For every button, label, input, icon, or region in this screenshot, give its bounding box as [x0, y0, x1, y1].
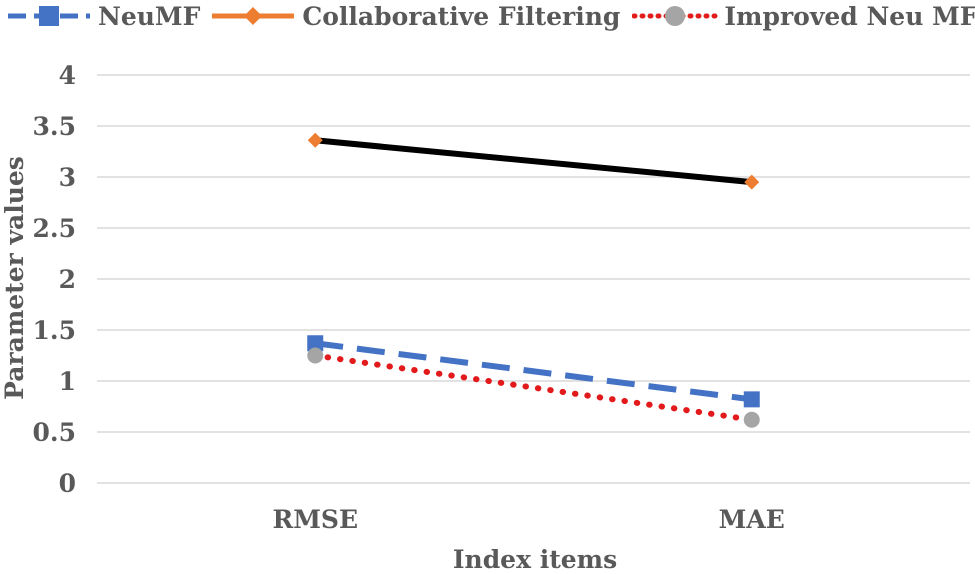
x-axis-title: Index items: [453, 545, 617, 574]
gridlines: [97, 74, 970, 484]
series-lines: [312, 137, 755, 423]
series-line-collaborative-filtering: [314, 137, 753, 186]
data-point-improved-neu-mf: [307, 347, 324, 364]
data-point-neumf: [307, 335, 324, 352]
y-tick-label: 3: [59, 163, 76, 192]
legend-label-collaborative-filtering: Collaborative Filtering: [302, 1, 621, 31]
data-point-improved-neu-mf: [743, 411, 760, 428]
y-tick-label: 0: [59, 469, 76, 498]
data-point-collaborative-filtering: [744, 174, 760, 190]
legend-swatch-neumf: [8, 6, 90, 26]
legend-swatch-improved-neu-mf: [632, 6, 719, 26]
legend: NeuMF Collaborative Filtering Improved N…: [0, 0, 975, 32]
y-tick-label: 2: [59, 265, 76, 294]
y-axis-title: Parameter values: [0, 156, 29, 400]
series-line-improved-neu-mf: [312, 352, 755, 423]
data-point-neumf: [743, 391, 760, 408]
x-tick-labels: RMSE MAE: [272, 505, 784, 534]
y-tick-labels: 0 0.5 1 1.5 2 2.5 3 3.5 4: [33, 61, 77, 498]
series-line-neumf: [314, 340, 753, 403]
x-tick-label: RMSE: [272, 505, 358, 534]
x-tick-label: MAE: [719, 505, 785, 534]
legend-swatch-collaborative-filtering: [212, 7, 295, 25]
legend-label-neumf: NeuMF: [98, 1, 201, 31]
legend-label-improved-neu-mf: Improved Neu MF: [724, 1, 975, 31]
y-tick-label: 3.5: [33, 112, 77, 141]
y-tick-label: 4: [59, 61, 76, 90]
y-tick-label: 1: [59, 367, 76, 396]
y-tick-label: 1.5: [33, 316, 77, 345]
legend-item-neumf: NeuMF: [6, 1, 200, 31]
data-point-collaborative-filtering: [307, 132, 323, 148]
y-tick-label: 2.5: [33, 214, 77, 243]
series-markers: [307, 132, 760, 428]
legend-item-improved-neu-mf: Improved Neu MF: [632, 1, 975, 31]
y-tick-label: 0.5: [33, 418, 77, 447]
legend-item-collaborative-filtering: Collaborative Filtering: [210, 1, 620, 31]
